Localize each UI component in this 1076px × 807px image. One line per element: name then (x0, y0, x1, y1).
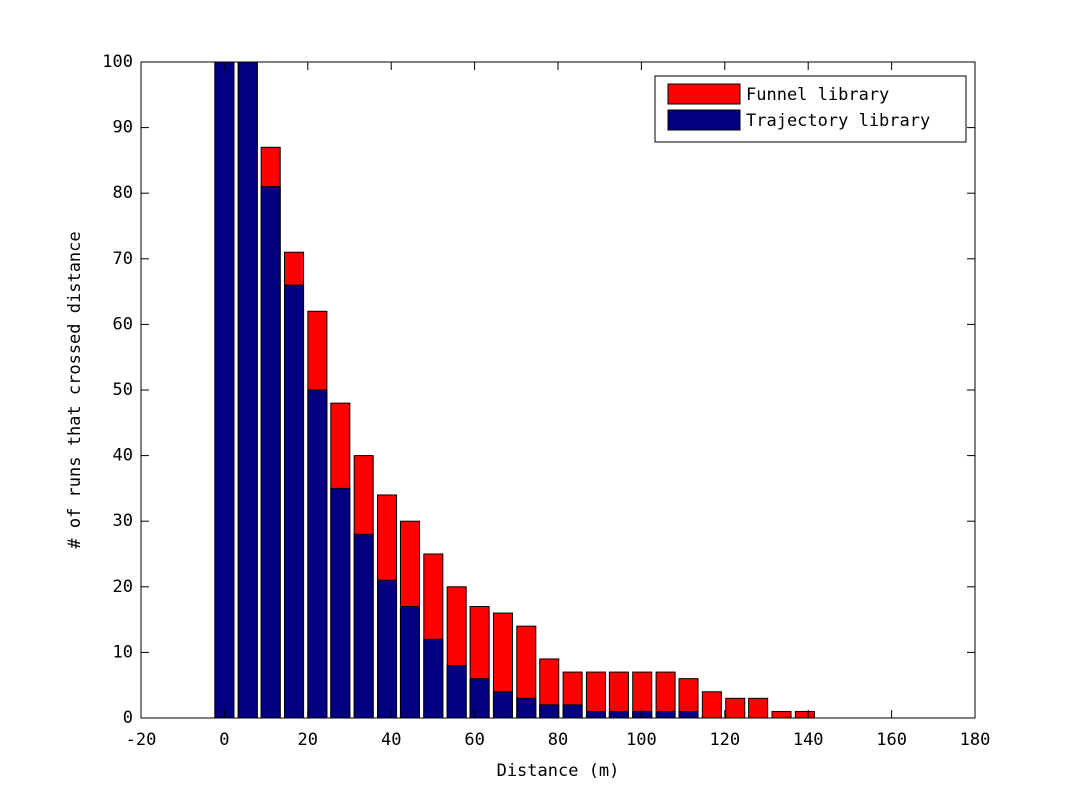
bar (678, 710, 699, 718)
x-tick-label: 100 (626, 730, 657, 750)
y-tick-label: 20 (113, 577, 133, 597)
bar (539, 658, 560, 718)
y-tick-label: 60 (113, 314, 133, 334)
bar (516, 697, 537, 718)
legend-swatch (667, 83, 741, 105)
bar (562, 704, 583, 718)
bar (632, 671, 653, 718)
x-axis-label: Distance (m) (497, 761, 620, 781)
legend-box (654, 75, 967, 143)
bar (678, 678, 699, 718)
x-tick-label: 180 (960, 730, 991, 750)
bar (214, 62, 235, 718)
bar (492, 691, 513, 718)
x-tick-label: 60 (464, 730, 484, 750)
bar (748, 697, 769, 718)
bar (399, 605, 420, 718)
y-tick-label: 50 (113, 380, 133, 400)
x-tick-label: 160 (876, 730, 907, 750)
x-tick-label: 80 (548, 730, 568, 750)
bar (655, 671, 676, 718)
y-tick-label: 70 (113, 249, 133, 269)
legend-swatch (667, 109, 741, 131)
bar (771, 710, 792, 718)
y-tick-label: 100 (102, 52, 133, 72)
bar (725, 697, 746, 718)
bar (701, 691, 722, 718)
bar (423, 638, 444, 718)
x-tick-label: 40 (381, 730, 401, 750)
legend-label: Trajectory library (746, 111, 930, 131)
bar (237, 62, 258, 718)
bar (284, 284, 305, 718)
legend-label: Funnel library (746, 85, 889, 105)
x-tick-label: 140 (793, 730, 824, 750)
bar (330, 487, 351, 718)
bar (446, 665, 467, 718)
y-tick-label: 10 (113, 642, 133, 662)
bar (260, 186, 281, 718)
y-tick-label: 90 (113, 118, 133, 138)
y-tick-label: 30 (113, 511, 133, 531)
y-axis-label: # of runs that crossed distance (65, 231, 85, 548)
bar (353, 533, 374, 718)
bars (214, 62, 815, 718)
bar (469, 678, 490, 718)
bar (307, 389, 328, 718)
x-tick-label: -20 (126, 730, 157, 750)
bar (608, 710, 629, 718)
bar (539, 704, 560, 718)
bar (377, 579, 398, 718)
y-tick-label: 40 (113, 446, 133, 466)
bar (794, 710, 815, 718)
x-tick-label: 0 (219, 730, 229, 750)
bar (608, 671, 629, 718)
bar (585, 671, 606, 718)
x-tick-label: 120 (709, 730, 740, 750)
bar (585, 710, 606, 718)
y-tick-label: 80 (113, 183, 133, 203)
y-tick-label: 0 (123, 708, 133, 728)
x-tick-label: 20 (298, 730, 318, 750)
bar (655, 710, 676, 718)
bar (632, 710, 653, 718)
